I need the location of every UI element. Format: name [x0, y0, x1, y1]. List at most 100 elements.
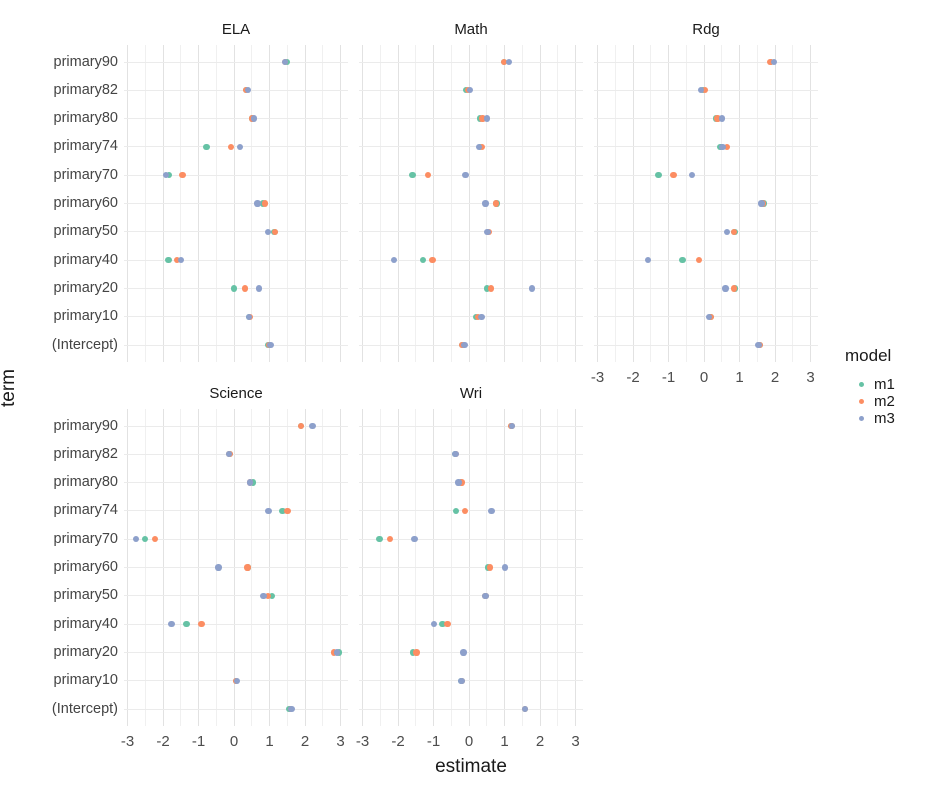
- gridline-row: [359, 425, 583, 427]
- legend: model m1 m2 m3: [845, 346, 935, 427]
- gridline-row: [359, 203, 583, 204]
- facet-panel-ela: [124, 45, 348, 362]
- point-science-primary74-m2: [284, 507, 291, 515]
- point-rdg-primary70-m1: [655, 172, 662, 179]
- y-tick-label: primary40: [53, 615, 118, 632]
- point-ela-primary50-m2: [271, 228, 279, 235]
- point-ela-primary70-m3: [162, 172, 170, 179]
- y-tick-label: primary10: [53, 308, 118, 325]
- gridline-row: [124, 482, 348, 484]
- point-wri-primary20-m3: [460, 649, 467, 656]
- point-wri-primary60-m3: [501, 564, 509, 571]
- point-math-primary82-m3: [466, 87, 473, 94]
- point-rdg-primary74-m2: [723, 143, 730, 151]
- point-science-primary20-m3: [333, 649, 341, 656]
- point-rdg-primary80-m2: [714, 115, 721, 122]
- point-wri-primary40-m1: [439, 620, 446, 628]
- gridline-row: [594, 344, 818, 346]
- legend-key-dot-m2: [859, 399, 864, 404]
- point-wri-primary80-m3: [455, 479, 462, 486]
- x-tick-label: 0: [464, 733, 474, 750]
- point-rdg-primary90-m2: [767, 58, 774, 66]
- legend-item-m1: m1: [845, 376, 935, 393]
- point-science-primary40-m1: [183, 620, 190, 628]
- point-math-primary50-m3: [484, 228, 491, 235]
- point-ela-primary90-m3: [281, 58, 288, 66]
- y-tick-label: (Intercept): [51, 336, 118, 353]
- gridline-row: [594, 231, 818, 233]
- point-rdg-primary40-m3: [645, 256, 652, 264]
- legend-key-dot-m3: [859, 416, 864, 421]
- y-tick-label: primary20: [53, 279, 118, 296]
- point-wri-primary70-m2: [386, 536, 394, 543]
- gridline-row: [124, 174, 348, 176]
- gridline-row: [359, 538, 583, 540]
- point-science-primary70-m1: [142, 536, 149, 543]
- point-math-primary40-m3: [390, 256, 397, 264]
- point-science-primary70-m2: [151, 536, 159, 543]
- point-wri-primary70-m1: [376, 536, 383, 543]
- point-math-primary10-m3: [478, 313, 485, 320]
- gridline-row: [594, 259, 818, 261]
- point-science-primary50-m2: [264, 592, 271, 599]
- point-math-primary60-m2: [492, 200, 500, 207]
- gridline-row: [359, 651, 583, 653]
- point-math-primary74-m3: [475, 143, 483, 151]
- point-ela-Intercept-m3: [267, 341, 274, 349]
- point-science-primary50-m3: [260, 592, 267, 599]
- point-wri-primary74-m3: [488, 507, 495, 515]
- gridline-row: [124, 651, 348, 653]
- point-rdg-Intercept-m3: [755, 341, 762, 349]
- point-wri-primary74-m2: [461, 507, 469, 515]
- point-science-primary10-m3: [233, 677, 241, 684]
- x-tick-label: 2: [535, 733, 545, 750]
- point-ela-primary40-m3: [177, 256, 185, 264]
- gridline-row: [359, 567, 583, 568]
- point-ela-primary74-m2: [227, 143, 234, 151]
- facet-panel-math: [359, 45, 583, 362]
- gridline-row: [359, 61, 583, 63]
- gridline-row: [124, 316, 348, 318]
- gridline-row: [359, 287, 583, 289]
- point-ela-primary60-m2: [261, 200, 269, 207]
- x-tick-label: 0: [699, 369, 709, 386]
- gridline-row: [359, 595, 583, 597]
- y-tick-label: primary80: [53, 474, 118, 491]
- gridline-row: [124, 567, 348, 568]
- y-tick-label: primary80: [53, 110, 118, 127]
- y-tick-label: primary60: [53, 195, 118, 211]
- point-ela-primary20-m1: [230, 285, 238, 292]
- point-ela-primary70-m2: [179, 172, 186, 179]
- facet-panel-rdg: [594, 45, 818, 362]
- point-rdg-primary60-m3: [758, 200, 765, 207]
- point-ela-primary20-m3: [255, 285, 263, 292]
- point-ela-primary50-m3: [264, 228, 271, 235]
- gridline-row: [124, 510, 348, 512]
- gridline-row: [124, 538, 348, 540]
- legend-items: m1 m2 m3: [845, 376, 935, 427]
- x-tick-label: 2: [300, 733, 310, 750]
- gridline-row: [359, 344, 583, 346]
- y-tick-label: primary70: [53, 530, 118, 547]
- point-rdg-primary82-m3: [697, 87, 705, 94]
- y-tick-label: primary90: [53, 417, 118, 434]
- point-science-primary60-m3: [215, 564, 222, 571]
- point-rdg-primary50-m2: [730, 228, 737, 235]
- y-axis-title: term: [0, 369, 19, 407]
- x-tick-label: 1: [265, 733, 274, 750]
- point-wri-primary40-m2: [444, 620, 451, 628]
- point-science-primary74-m1: [279, 507, 286, 515]
- facet-strip-wri: Wri: [459, 385, 483, 402]
- gridline-row: [594, 118, 818, 120]
- x-tick-label: 2: [770, 369, 780, 386]
- x-tick-label: -1: [191, 733, 206, 750]
- legend-label-m1: m1: [874, 376, 895, 393]
- x-tick-label: -3: [120, 733, 135, 750]
- gridline-row: [124, 118, 348, 120]
- gridline-row: [594, 174, 818, 176]
- x-tick-label: -1: [661, 369, 676, 386]
- gridline-row: [359, 623, 583, 625]
- gridline-row: [359, 453, 583, 455]
- legend-item-m2: m2: [845, 393, 935, 410]
